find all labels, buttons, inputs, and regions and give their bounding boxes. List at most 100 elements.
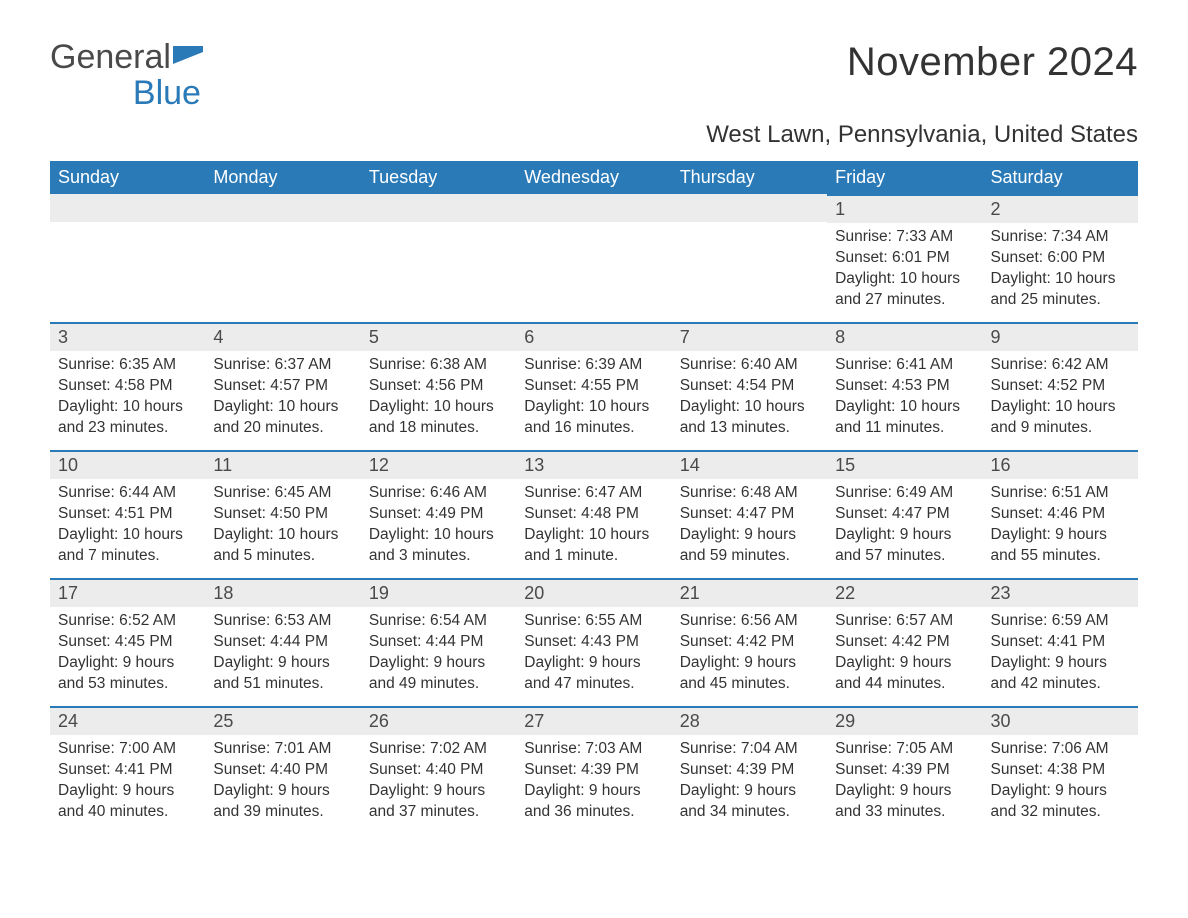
calendar-day-cell: 6Sunrise: 6:39 AMSunset: 4:55 PMDaylight… [516,322,671,450]
day-number: 15 [835,455,855,475]
sunset-line: Sunset: 4:42 PM [680,632,819,653]
daylight-line: Daylight: 10 hours and 5 minutes. [213,525,352,567]
daylight-line: Daylight: 10 hours and 3 minutes. [369,525,508,567]
sunrise-line: Sunrise: 7:02 AM [369,739,508,760]
calendar-day-cell: 23Sunrise: 6:59 AMSunset: 4:41 PMDayligh… [983,578,1138,706]
sunrise-line: Sunrise: 7:03 AM [524,739,663,760]
day-details: Sunrise: 6:40 AMSunset: 4:54 PMDaylight:… [672,351,827,445]
weekday-header: Tuesday [361,161,516,194]
day-number: 16 [991,455,1011,475]
daylight-line: Daylight: 9 hours and 42 minutes. [991,653,1130,695]
daylight-line: Daylight: 9 hours and 55 minutes. [991,525,1130,567]
sunset-line: Sunset: 4:44 PM [369,632,508,653]
daylight-line: Daylight: 10 hours and 13 minutes. [680,397,819,439]
calendar-day-cell: 19Sunrise: 6:54 AMSunset: 4:44 PMDayligh… [361,578,516,706]
day-details: Sunrise: 7:34 AMSunset: 6:00 PMDaylight:… [983,223,1138,317]
weekday-header: Monday [205,161,360,194]
day-details: Sunrise: 6:55 AMSunset: 4:43 PMDaylight:… [516,607,671,701]
sunset-line: Sunset: 4:45 PM [58,632,197,653]
sunrise-line: Sunrise: 6:45 AM [213,483,352,504]
sunset-line: Sunset: 4:58 PM [58,376,197,397]
day-number: 8 [835,327,845,347]
calendar-day-cell: 20Sunrise: 6:55 AMSunset: 4:43 PMDayligh… [516,578,671,706]
day-number: 2 [991,199,1001,219]
sunset-line: Sunset: 4:39 PM [680,760,819,781]
daylight-line: Daylight: 9 hours and 44 minutes. [835,653,974,695]
day-details: Sunrise: 6:37 AMSunset: 4:57 PMDaylight:… [205,351,360,445]
calendar-day-cell: 10 Sunrise: 6:44 AMSunset: 4:51 PMDayligh… [50,450,205,578]
sunset-line: Sunset: 4:49 PM [369,504,508,525]
sunrise-line: Sunrise: 7:05 AM [835,739,974,760]
day-details: Sunrise: 6:44 AMSunset: 4:51 PMDaylight:… [50,479,205,573]
day-details: Sunrise: 6:56 AMSunset: 4:42 PMDaylight:… [672,607,827,701]
day-number: 17 [58,583,78,603]
sunset-line: Sunset: 4:48 PM [524,504,663,525]
daylight-line: Daylight: 9 hours and 32 minutes. [991,781,1130,823]
sunrise-line: Sunrise: 7:01 AM [213,739,352,760]
day-details: Sunrise: 6:42 AMSunset: 4:52 PMDaylight:… [983,351,1138,445]
calendar-table: SundayMondayTuesdayWednesdayThursdayFrid… [50,161,1138,834]
daylight-line: Daylight: 9 hours and 34 minutes. [680,781,819,823]
day-details: Sunrise: 6:47 AMSunset: 4:48 PMDaylight:… [516,479,671,573]
day-details: Sunrise: 7:06 AMSunset: 4:38 PMDaylight:… [983,735,1138,829]
sunrise-line: Sunrise: 6:38 AM [369,355,508,376]
sunset-line: Sunset: 4:51 PM [58,504,197,525]
daylight-line: Daylight: 10 hours and 20 minutes. [213,397,352,439]
daylight-line: Daylight: 9 hours and 49 minutes. [369,653,508,695]
sunrise-line: Sunrise: 6:55 AM [524,611,663,632]
day-number: 10 [58,455,78,475]
calendar-day-cell: 12Sunrise: 6:46 AMSunset: 4:49 PMDayligh… [361,450,516,578]
daylight-line: Daylight: 10 hours and 27 minutes. [835,269,974,311]
calendar-day-cell: 5Sunrise: 6:38 AMSunset: 4:56 PMDaylight… [361,322,516,450]
calendar-day-cell: 17Sunrise: 6:52 AMSunset: 4:45 PMDayligh… [50,578,205,706]
calendar-day-cell: 26Sunrise: 7:02 AMSunset: 4:40 PMDayligh… [361,706,516,834]
sunset-line: Sunset: 4:43 PM [524,632,663,653]
daylight-line: Daylight: 10 hours and 18 minutes. [369,397,508,439]
day-details: Sunrise: 7:05 AMSunset: 4:39 PMDaylight:… [827,735,982,829]
day-number: 13 [524,455,544,475]
daylight-line: Daylight: 9 hours and 59 minutes. [680,525,819,567]
sunrise-line: Sunrise: 7:04 AM [680,739,819,760]
sunset-line: Sunset: 4:40 PM [213,760,352,781]
calendar-day-cell: 7 Sunrise: 6:40 AMSunset: 4:54 PMDaylight… [672,322,827,450]
sunset-line: Sunset: 4:46 PM [991,504,1130,525]
sunset-line: Sunset: 4:44 PM [213,632,352,653]
daylight-line: Daylight: 10 hours and 11 minutes. [835,397,974,439]
weekday-header: Friday [827,161,982,194]
weekday-header: Thursday [672,161,827,194]
sunset-line: Sunset: 4:40 PM [369,760,508,781]
sunrise-line: Sunrise: 6:41 AM [835,355,974,376]
sunset-line: Sunset: 4:41 PM [991,632,1130,653]
calendar-day-cell: 18Sunrise: 6:53 AMSunset: 4:44 PMDayligh… [205,578,360,706]
day-number: 7 [680,327,690,347]
sunrise-line: Sunrise: 7:34 AM [991,227,1130,248]
weekday-header: Saturday [983,161,1138,194]
calendar-week-row: 17Sunrise: 6:52 AMSunset: 4:45 PMDayligh… [50,578,1138,706]
day-details: Sunrise: 6:54 AMSunset: 4:44 PMDaylight:… [361,607,516,701]
calendar-day-cell: 14 Sunrise: 6:48 AMSunset: 4:47 PMDayligh… [672,450,827,578]
sunset-line: Sunset: 4:56 PM [369,376,508,397]
logo-part2: Blue [133,74,201,112]
daylight-line: Daylight: 9 hours and 57 minutes. [835,525,974,567]
day-number: 23 [991,583,1011,603]
calendar-week-row: 24Sunrise: 7:00 AMSunset: 4:41 PMDayligh… [50,706,1138,834]
day-number: 27 [524,711,544,731]
daylight-line: Daylight: 9 hours and 36 minutes. [524,781,663,823]
sunset-line: Sunset: 6:00 PM [991,248,1130,269]
day-number: 1 [835,199,845,219]
day-number: 24 [58,711,78,731]
sunset-line: Sunset: 4:53 PM [835,376,974,397]
day-details: Sunrise: 7:04 AMSunset: 4:39 PMDaylight:… [672,735,827,829]
calendar-empty-cell [361,194,516,322]
sunrise-line: Sunrise: 6:48 AM [680,483,819,504]
calendar-day-cell: 3Sunrise: 6:35 AMSunset: 4:58 PMDaylight… [50,322,205,450]
day-details: Sunrise: 6:46 AMSunset: 4:49 PMDaylight:… [361,479,516,573]
calendar-day-cell: 2 Sunrise: 7:34 AMSunset: 6:00 PMDaylight… [983,194,1138,322]
day-number: 4 [213,327,223,347]
day-number: 3 [58,327,68,347]
day-number: 11 [213,455,232,475]
sunrise-line: Sunrise: 6:46 AM [369,483,508,504]
day-number: 25 [213,711,233,731]
day-details: Sunrise: 6:48 AMSunset: 4:47 PMDaylight:… [672,479,827,573]
day-number: 14 [680,455,700,475]
